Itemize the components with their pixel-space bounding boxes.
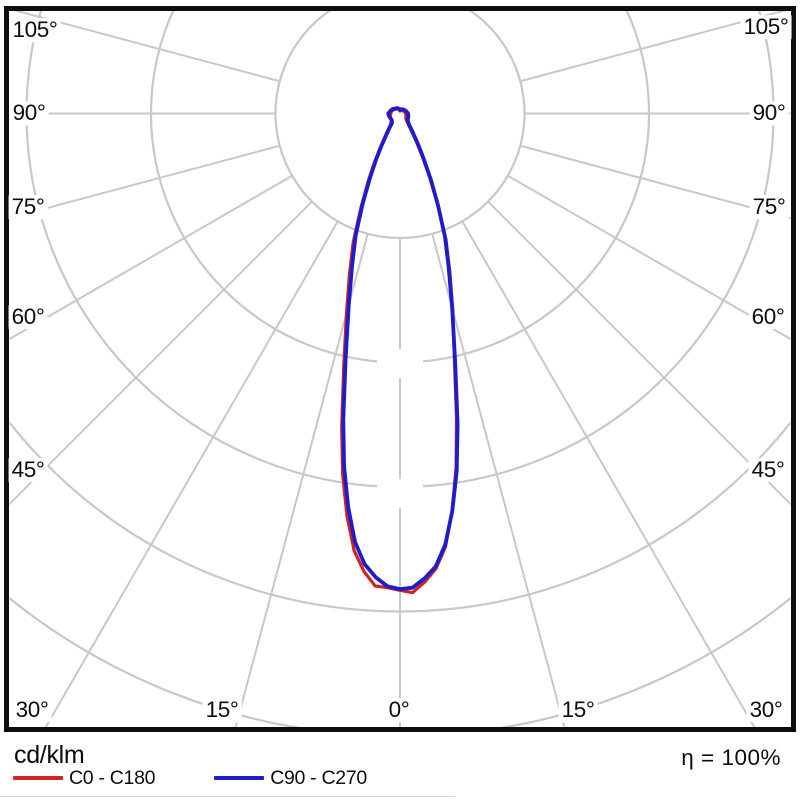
- angle-label-right-105: 105°: [740, 15, 792, 39]
- polar-grid: [9, 11, 791, 728]
- angle-label-left-105: 105°: [9, 18, 61, 42]
- plot-frame: [4, 6, 796, 732]
- efficiency-label: η = 100%: [681, 745, 781, 770]
- angle-label-right-90: 90°: [749, 101, 789, 125]
- angle-label-left-60: 60°: [8, 305, 48, 329]
- unit-label: cd/klm: [14, 741, 85, 769]
- curve-c90-c270: [341, 106, 460, 591]
- angle-label-bottom-30-left: 30°: [12, 698, 52, 722]
- plot-area: 105° 90° 75° 60° 45° 105° 90° 75° 60° 45…: [4, 6, 796, 732]
- legend-label-c90-c270: C90 - C270: [270, 766, 367, 789]
- angle-label-bottom-30-right: 30°: [746, 698, 786, 722]
- legend-line-c90-c270: [214, 776, 265, 780]
- angle-label-right-60: 60°: [748, 305, 788, 329]
- angle-label-left-75: 75°: [8, 195, 48, 219]
- angle-label-left-90: 90°: [9, 101, 49, 125]
- angle-label-right-75: 75°: [749, 195, 789, 219]
- legend-label-c0-c180: C0 - C180: [69, 766, 156, 789]
- angle-label-left-45: 45°: [8, 458, 48, 482]
- polar-chart: [4, 6, 796, 732]
- angle-label-bottom-0: 0°: [385, 698, 413, 722]
- angle-label-bottom-15-right: 15°: [558, 698, 598, 722]
- legend-line-c0-c180: [13, 776, 63, 780]
- bottom-hairline: [0, 796, 455, 797]
- legend: C0 - C180 C90 - C270: [13, 766, 367, 790]
- angle-label-right-45: 45°: [748, 458, 788, 482]
- angle-label-bottom-15-left: 15°: [202, 698, 242, 722]
